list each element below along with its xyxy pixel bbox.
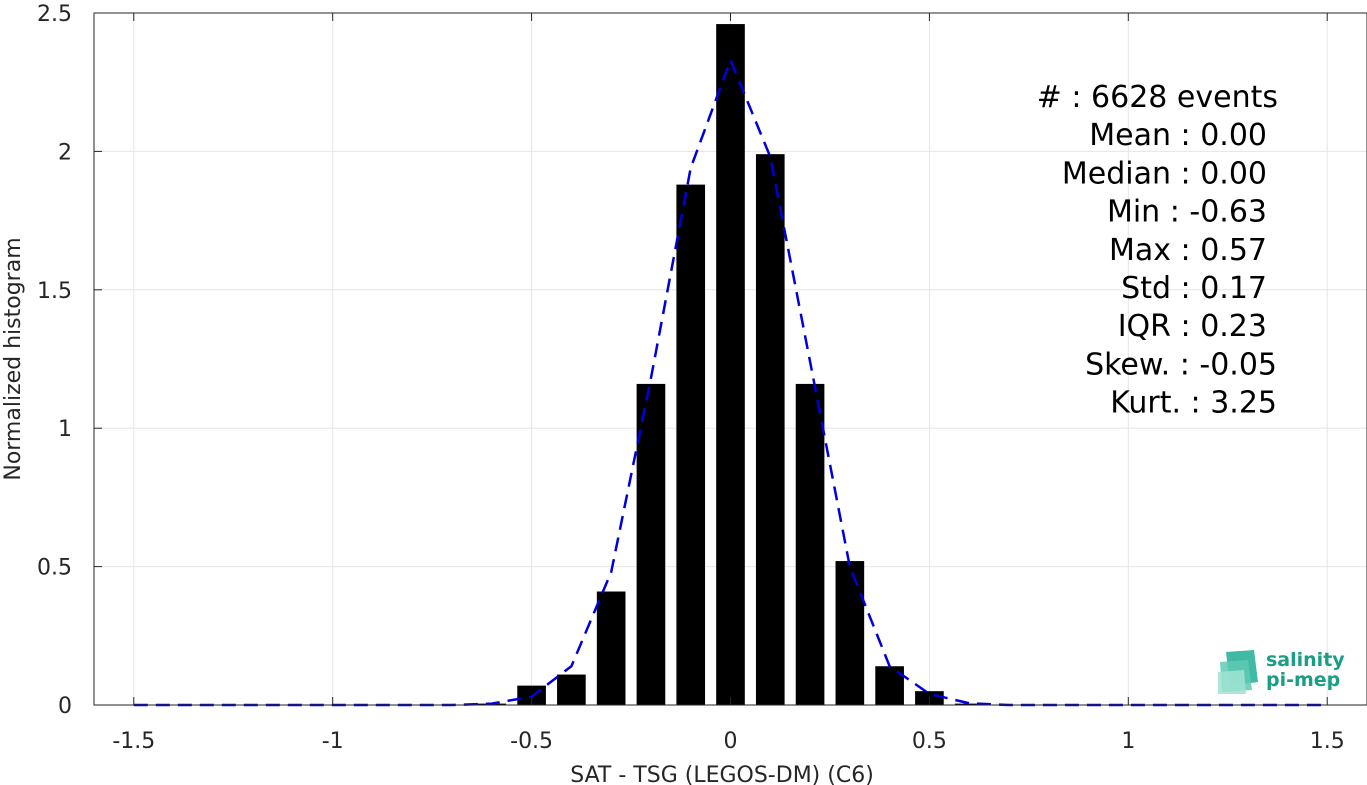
- x-axis-label: SAT - TSG (LEGOS-DM) (C6): [570, 763, 874, 785]
- x-tick-labels: -1.5 -1 -0.5 0 0.5 1 1.5: [112, 729, 1344, 754]
- axis-ticks: [94, 12, 1328, 706]
- y-axis-label: Normalized histogram: [1, 237, 26, 480]
- x-tick-label: 1: [1121, 729, 1135, 754]
- logo-text-pi-mep: pi-mep: [1266, 669, 1340, 691]
- stat-line: Skew. : -0.05: [1085, 347, 1277, 382]
- histogram-bars: [477, 24, 984, 706]
- stat-line: # : 6628 events: [1037, 80, 1278, 115]
- y-tick-labels: 0 0.5 1 1.5 2 2.5: [37, 2, 72, 719]
- x-tick-label: -1: [322, 729, 344, 754]
- histogram-bar: [716, 24, 745, 705]
- histogram-bar: [755, 154, 785, 706]
- histogram-bar: [954, 703, 984, 705]
- logo-text-salinity: salinity: [1266, 649, 1345, 671]
- y-tick-label: 2.5: [37, 2, 72, 27]
- histogram-bar: [557, 674, 586, 705]
- y-tick-label: 2: [58, 140, 72, 165]
- histogram-bar: [835, 561, 865, 705]
- histogram-bar: [795, 383, 825, 705]
- y-tick-label: 1: [58, 417, 72, 442]
- stat-line: Min : -0.63: [1107, 195, 1267, 230]
- x-tick-label: -0.5: [510, 729, 553, 754]
- stat-line: IQR : 0.23: [1118, 309, 1267, 344]
- y-tick-label: 0.5: [37, 556, 72, 581]
- x-tick-label: 1.5: [1310, 729, 1345, 754]
- stat-line: Kurt. : 3.25: [1110, 386, 1277, 421]
- y-tick-label: 1.5: [37, 279, 72, 304]
- stat-line: Max : 0.57: [1109, 233, 1267, 268]
- logo-wave-layer-light: [1218, 670, 1246, 694]
- x-tick-label: 0.5: [912, 729, 947, 754]
- salinity-pi-mep-logo: salinity pi-mep: [1218, 649, 1345, 694]
- stat-line: Std : 0.17: [1121, 271, 1267, 306]
- stat-line: Median : 0.00: [1062, 156, 1267, 191]
- histogram-bar: [596, 591, 626, 705]
- histogram-bar: [636, 383, 666, 705]
- histogram-bar: [676, 184, 706, 706]
- x-tick-label: -1.5: [112, 729, 155, 754]
- x-tick-label: 0: [724, 729, 738, 754]
- y-tick-label: 0: [58, 694, 72, 719]
- stat-line: Mean : 0.00: [1089, 118, 1267, 153]
